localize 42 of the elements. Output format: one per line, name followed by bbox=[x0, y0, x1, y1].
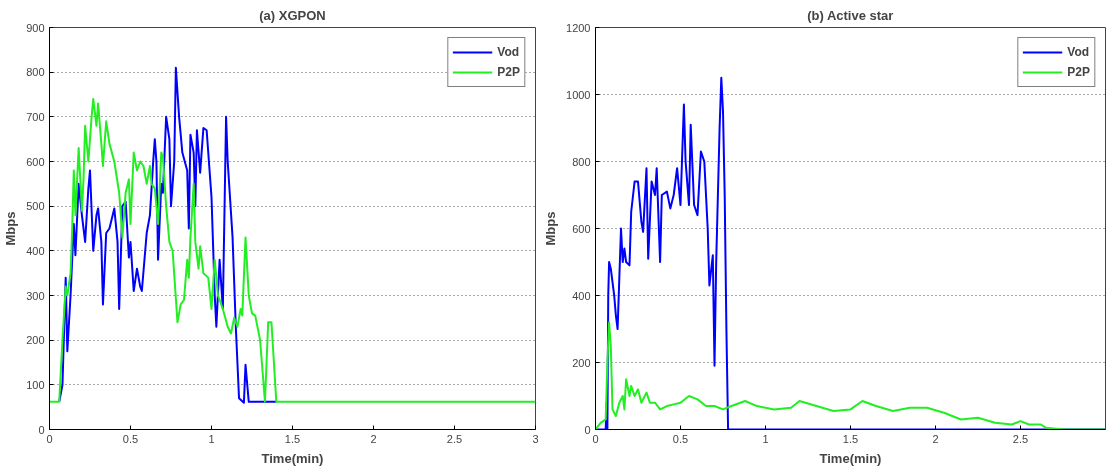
y-tick-label: 800 bbox=[572, 155, 591, 168]
x-tick-label: 3 bbox=[532, 432, 539, 445]
y-tick-label: 400 bbox=[26, 244, 45, 257]
y-tick-label: 700 bbox=[26, 110, 45, 123]
y-tick-label: 200 bbox=[26, 334, 45, 347]
x-tick-label: 2.5 bbox=[446, 432, 463, 445]
y-tick-label: 500 bbox=[26, 200, 45, 213]
y-tick-label: 1000 bbox=[566, 88, 591, 101]
legend-label: P2P bbox=[497, 65, 520, 79]
legend-label: Vod bbox=[1067, 45, 1090, 59]
legend-label: P2P bbox=[1067, 65, 1090, 79]
x-tick-label: 0 bbox=[592, 432, 599, 445]
y-tick-label: 1200 bbox=[566, 21, 591, 34]
x-tick-label: 2 bbox=[370, 432, 377, 445]
y-tick-label: 100 bbox=[26, 378, 45, 391]
chart-title: (b) Active star bbox=[807, 7, 894, 23]
line-series bbox=[58, 66, 278, 404]
y-tick-label: 600 bbox=[26, 155, 45, 168]
x-tick-label: 1.5 bbox=[284, 432, 301, 445]
x-tick-label: 1.5 bbox=[842, 432, 859, 445]
y-tick-label: 200 bbox=[572, 356, 591, 369]
line-series bbox=[49, 97, 536, 403]
x-tick-label: 2.5 bbox=[1012, 432, 1029, 445]
y-tick-label: 800 bbox=[26, 66, 45, 79]
y-tick-label: 900 bbox=[26, 21, 45, 34]
x-tick-label: 1 bbox=[762, 432, 769, 445]
chart-title: (a) XGPON bbox=[259, 7, 326, 23]
y-tick-label: 400 bbox=[572, 289, 591, 302]
y-axis-title: Mbps bbox=[3, 211, 19, 246]
x-axis-title: Time(min) bbox=[819, 450, 882, 466]
y-axis-title: Mbps bbox=[543, 211, 559, 246]
x-tick-label: 2 bbox=[932, 432, 939, 445]
y-tick-label: 600 bbox=[572, 222, 591, 235]
y-tick-label: 0 bbox=[584, 423, 591, 436]
x-tick-label: 0 bbox=[46, 432, 53, 445]
x-tick-label: 0.5 bbox=[122, 432, 139, 445]
y-tick-label: 300 bbox=[26, 289, 45, 302]
y-tick-label: 0 bbox=[38, 423, 45, 436]
legend-label: Vod bbox=[497, 45, 520, 59]
x-tick-label: 0.5 bbox=[672, 432, 689, 445]
x-tick-label: 1 bbox=[208, 432, 215, 445]
x-axis-title: Time(min) bbox=[261, 450, 324, 466]
